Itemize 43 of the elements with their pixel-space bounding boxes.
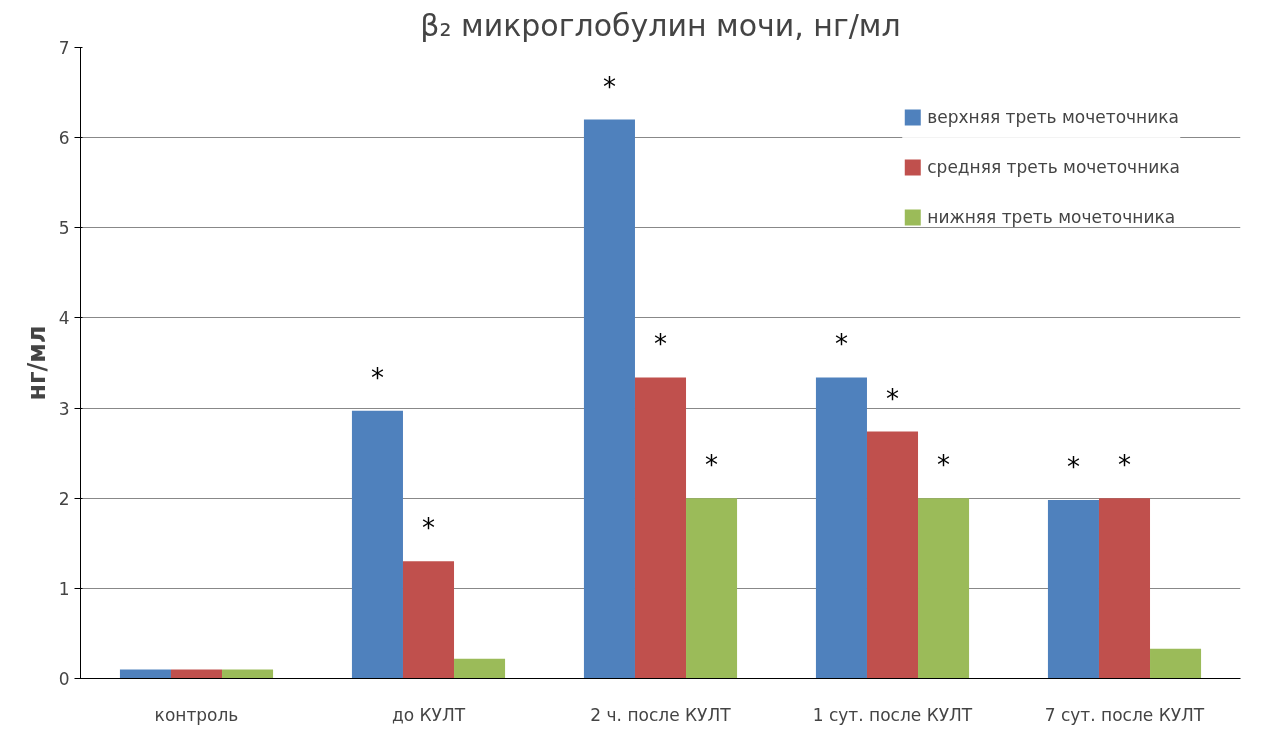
- legend-label: нижняя треть мочеточника: [927, 207, 1176, 227]
- bar: [1150, 648, 1202, 679]
- bar: [583, 119, 635, 679]
- bar: [222, 669, 274, 679]
- bar: [815, 377, 867, 679]
- data-label: *: [422, 513, 435, 544]
- y-tick-label: 1: [58, 578, 70, 599]
- bar: [918, 498, 970, 679]
- bar: [402, 561, 455, 679]
- bar: [119, 669, 171, 679]
- y-tick-label: 5: [58, 218, 70, 239]
- legend-label: средняя треть мочеточника: [927, 157, 1180, 177]
- bar: [866, 431, 919, 679]
- bar: [634, 377, 687, 679]
- x-tick-label: до КУЛТ: [391, 704, 466, 725]
- bar: [170, 669, 223, 679]
- x-tick-label: 1 сут. после КУЛТ: [812, 704, 973, 725]
- bar: [351, 410, 403, 679]
- x-tick-label: контроль: [154, 704, 239, 725]
- data-label: *: [602, 71, 616, 102]
- x-tick-label: 2 ч. после КУЛТ: [590, 704, 732, 725]
- data-label: *: [1118, 450, 1131, 481]
- data-label: *: [705, 450, 719, 481]
- y-tick-label: 4: [58, 308, 70, 329]
- data-label: *: [886, 383, 899, 414]
- bar: [686, 498, 738, 679]
- y-axis-title: нг/мл: [22, 325, 51, 401]
- y-tick-label: 7: [58, 38, 70, 58]
- data-label: *: [1066, 452, 1080, 483]
- chart-title: β₂ микроглобулин мочи, нг/мл: [420, 7, 901, 43]
- y-tick-label: 0: [58, 669, 70, 689]
- data-label: *: [370, 362, 384, 393]
- bar: [1098, 498, 1151, 679]
- data-label: *: [937, 450, 951, 481]
- legend-label: верхняя треть мочеточника: [927, 107, 1179, 127]
- bar: [1047, 500, 1099, 679]
- bar: [454, 658, 506, 679]
- data-label: *: [834, 329, 848, 360]
- y-tick-label: 2: [58, 488, 70, 509]
- data-label: *: [654, 329, 667, 360]
- y-tick-label: 6: [58, 128, 70, 149]
- x-tick-label: 7 сут. после КУЛТ: [1044, 704, 1205, 725]
- y-tick-label: 3: [58, 398, 70, 419]
